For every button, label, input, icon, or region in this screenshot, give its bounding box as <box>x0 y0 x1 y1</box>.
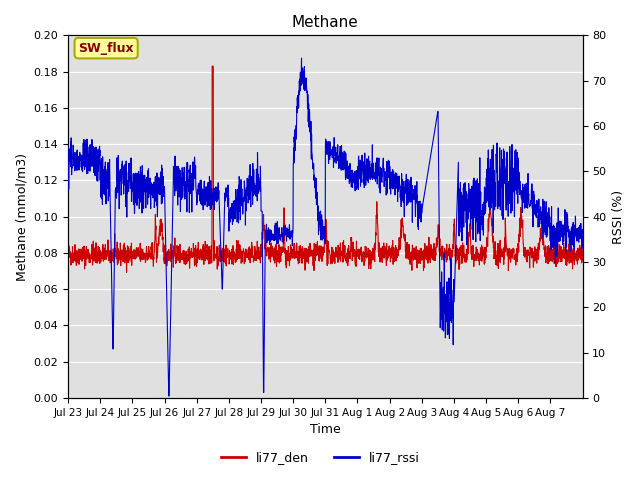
Y-axis label: RSSI (%): RSSI (%) <box>612 190 625 244</box>
Legend: li77_den, li77_rssi: li77_den, li77_rssi <box>216 446 424 469</box>
Y-axis label: Methane (mmol/m3): Methane (mmol/m3) <box>15 153 28 281</box>
X-axis label: Time: Time <box>310 423 340 436</box>
Title: Methane: Methane <box>292 15 358 30</box>
Text: SW_flux: SW_flux <box>78 42 134 55</box>
